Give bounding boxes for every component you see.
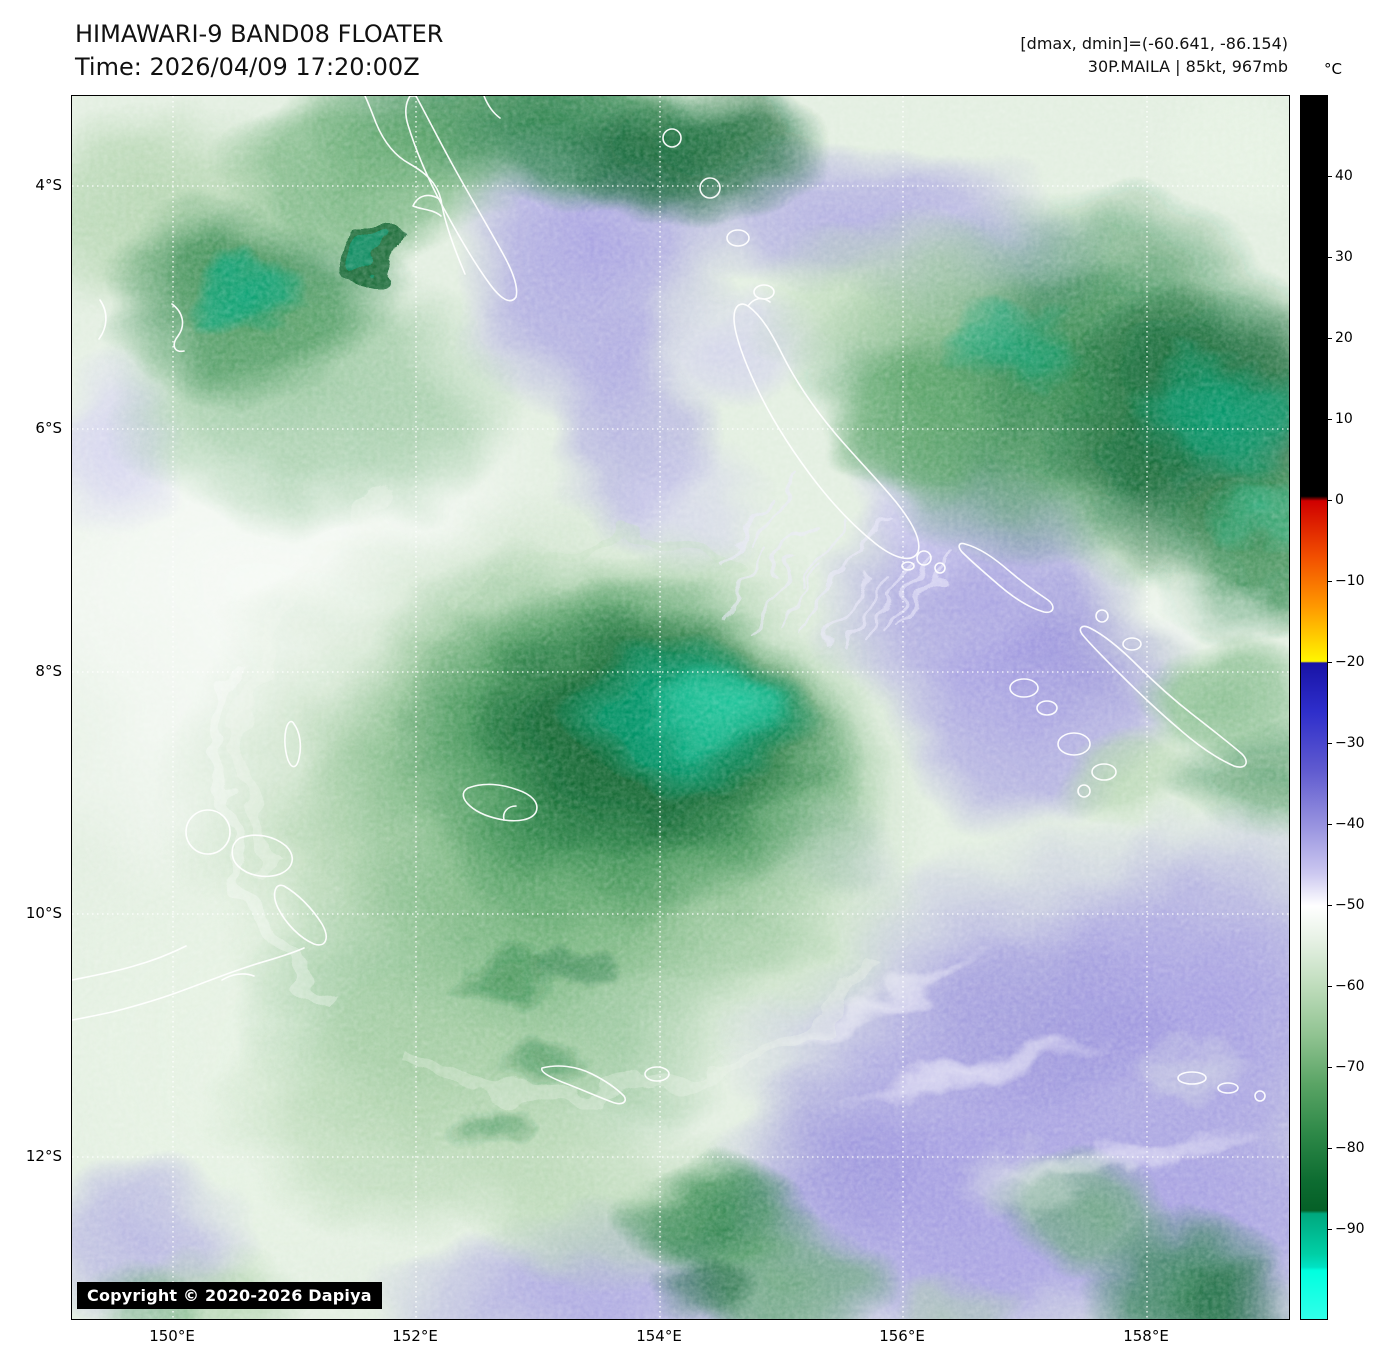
lat-tick-label: 4°S: [35, 176, 62, 194]
page-title: HIMAWARI-9 BAND08 FLOATER: [75, 20, 444, 48]
satellite-image: [72, 96, 1289, 1319]
colorbar-tick-label: −50: [1335, 896, 1365, 913]
colorbar-tick-mark: [1327, 985, 1332, 987]
colorbar-tick-label: 0: [1335, 491, 1344, 508]
lon-tick-label: 150°E: [149, 1327, 195, 1345]
colorbar-tick-label: −60: [1335, 977, 1365, 994]
colorbar-tick-mark: [1327, 742, 1332, 744]
colorbar-tick-label: 30: [1335, 248, 1353, 265]
colorbar-tick-mark: [1327, 823, 1332, 825]
colorbar-tick-label: −30: [1335, 734, 1365, 751]
title-block: HIMAWARI-9 BAND08 FLOATER Time: 2026/04/…: [75, 18, 443, 84]
colorbar-tick-label: −40: [1335, 815, 1365, 832]
colorbar-tick-label: 10: [1335, 410, 1353, 427]
meta-block: [dmax, dmin]=(-60.641, -86.154) 30P.MAIL…: [1020, 32, 1288, 78]
dmax-dmin-readout: [dmax, dmin]=(-60.641, -86.154): [1020, 34, 1288, 53]
copyright: Copyright © 2020-2026 Dapiya: [77, 1282, 382, 1309]
satellite-map: Copyright © 2020-2026 Dapiya: [71, 95, 1290, 1320]
colorbar-tick-label: 20: [1335, 329, 1353, 346]
colorbar-tick-mark: [1327, 661, 1332, 663]
timestamp: Time: 2026/04/09 17:20:00Z: [75, 53, 420, 81]
storm-info: 30P.MAILA | 85kt, 967mb: [1087, 57, 1288, 76]
coastlines: [72, 96, 1266, 1105]
colorbar-tick-mark: [1327, 499, 1332, 501]
colorbar-tick-label: −20: [1335, 653, 1365, 670]
lat-tick-label: 6°S: [35, 419, 62, 437]
colorbar-tick-mark: [1327, 337, 1332, 339]
colorbar-tick-mark: [1327, 418, 1332, 420]
colorbar-tick-label: −10: [1335, 572, 1365, 589]
lon-tick-label: 158°E: [1123, 1327, 1169, 1345]
colorbar-tick-label: −90: [1335, 1220, 1365, 1237]
cloud-texture-grain: [72, 96, 1289, 1319]
colorbar-tick-mark: [1327, 256, 1332, 258]
lon-tick-label: 152°E: [392, 1327, 438, 1345]
lon-tick-label: 154°E: [636, 1327, 682, 1345]
colorbar-tick-label: −80: [1335, 1139, 1365, 1156]
colorbar-tick-mark: [1327, 580, 1332, 582]
lon-tick-label: 156°E: [879, 1327, 925, 1345]
colorbar-tick-mark: [1327, 904, 1332, 906]
colorbar-unit-label: °C: [1324, 60, 1342, 78]
colorbar-tick-label: 40: [1335, 167, 1353, 184]
colorbar-tick-label: −70: [1335, 1058, 1365, 1075]
colorbar-tick-mark: [1327, 1228, 1332, 1230]
graticule-gridlines: [72, 96, 1289, 1319]
colorbar: [1300, 95, 1328, 1320]
colorbar-tick-mark: [1327, 1066, 1332, 1068]
lat-tick-label: 10°S: [25, 904, 62, 922]
colorbar-tick-mark: [1327, 1147, 1332, 1149]
lat-tick-label: 12°S: [25, 1147, 62, 1165]
lat-tick-label: 8°S: [35, 662, 62, 680]
colorbar-tick-mark: [1327, 175, 1332, 177]
